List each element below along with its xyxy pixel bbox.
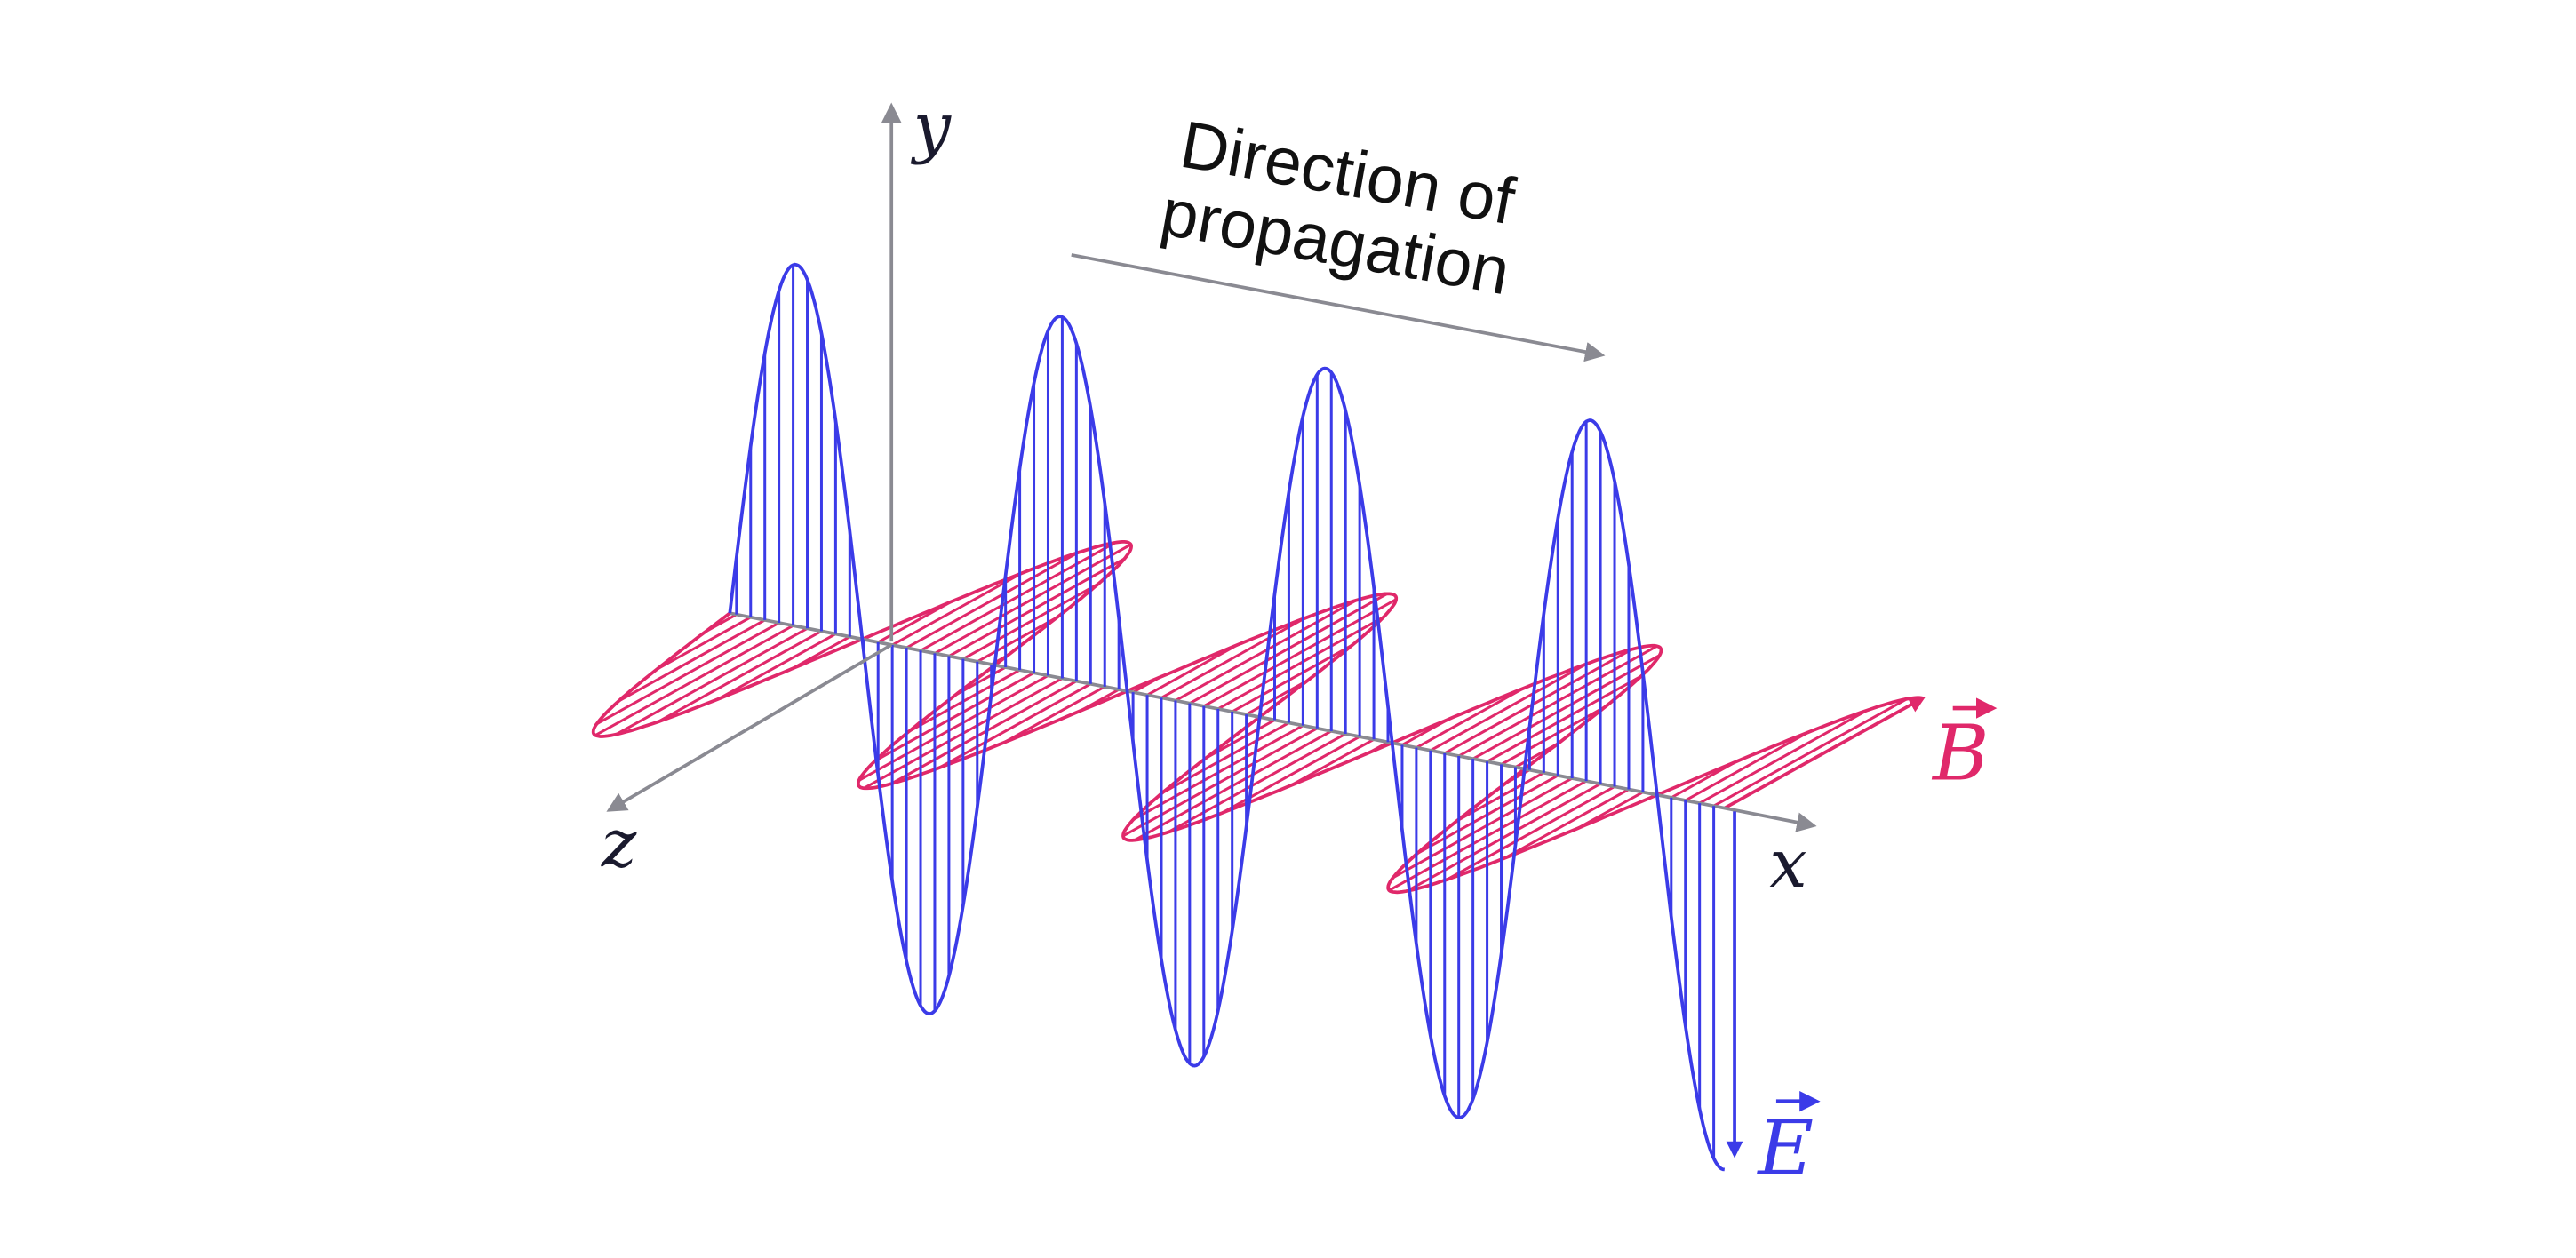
z-axis — [606, 643, 893, 812]
b-hatch — [1146, 643, 1239, 697]
e-label: E — [1756, 1104, 1814, 1193]
propagation-arrow — [1071, 253, 1606, 362]
b-hatch — [657, 630, 823, 723]
b-hatch — [595, 621, 780, 726]
b-hatch — [618, 618, 766, 703]
b-hatch — [1003, 685, 1105, 744]
b-hatch — [1430, 662, 1588, 752]
b-hatch — [1406, 782, 1601, 893]
b-hatch — [905, 551, 1080, 649]
b-hatch — [1167, 732, 1346, 833]
b-hatch — [1217, 616, 1384, 711]
b-hatch — [1446, 785, 1615, 881]
b-hatch — [1392, 776, 1573, 880]
b-hatch — [1416, 687, 1525, 749]
b-hatch — [1486, 674, 1642, 763]
b-hatch — [1289, 737, 1375, 787]
b-hatch — [1160, 617, 1306, 699]
waves — [591, 262, 1926, 1172]
b-hatch — [1203, 598, 1397, 708]
b-hatch — [1122, 727, 1319, 838]
b-hatch — [1500, 705, 1607, 766]
b-hatch — [656, 616, 752, 671]
b-hatch — [615, 626, 809, 736]
b-hatch — [1161, 721, 1290, 794]
b-hatch — [1205, 719, 1276, 760]
x-label: x — [1769, 824, 1806, 903]
b-hatch — [594, 624, 794, 736]
b-label: B — [1931, 710, 1989, 799]
b-hatch — [977, 616, 1058, 664]
b-hatch — [920, 541, 1116, 652]
b-hatch — [1698, 709, 1869, 805]
b-hatch — [1231, 643, 1353, 713]
b-hatch — [948, 557, 1126, 657]
b-hatch — [1712, 697, 1908, 808]
z-label: z — [601, 804, 637, 882]
b-hatch — [874, 671, 1035, 762]
b-hatch — [1175, 599, 1357, 702]
b-hatch — [717, 633, 837, 700]
b-hatch — [1220, 735, 1360, 815]
b-hatch — [891, 571, 1023, 647]
b-hatch — [1504, 788, 1630, 859]
b-hatch — [890, 680, 1078, 785]
b-hatch — [1684, 730, 1810, 802]
b-hatch — [1245, 679, 1309, 716]
e-wave — [728, 262, 1725, 1172]
y-label: y — [911, 88, 953, 166]
b-arrow — [1723, 697, 1926, 810]
direction-label: Direction of propagation — [1156, 107, 1520, 309]
b-hatch — [857, 674, 1049, 782]
x-axis — [729, 611, 1817, 832]
